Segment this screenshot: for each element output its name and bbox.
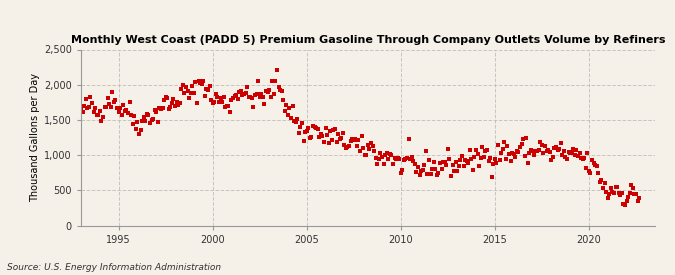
Title: Monthly West Coast (PADD 5) Premium Gasoline Through Company Outlets Volume by R: Monthly West Coast (PADD 5) Premium Gaso…	[71, 35, 665, 45]
Y-axis label: Thousand Gallons per Day: Thousand Gallons per Day	[30, 73, 40, 202]
Text: Source: U.S. Energy Information Administration: Source: U.S. Energy Information Administ…	[7, 263, 221, 272]
